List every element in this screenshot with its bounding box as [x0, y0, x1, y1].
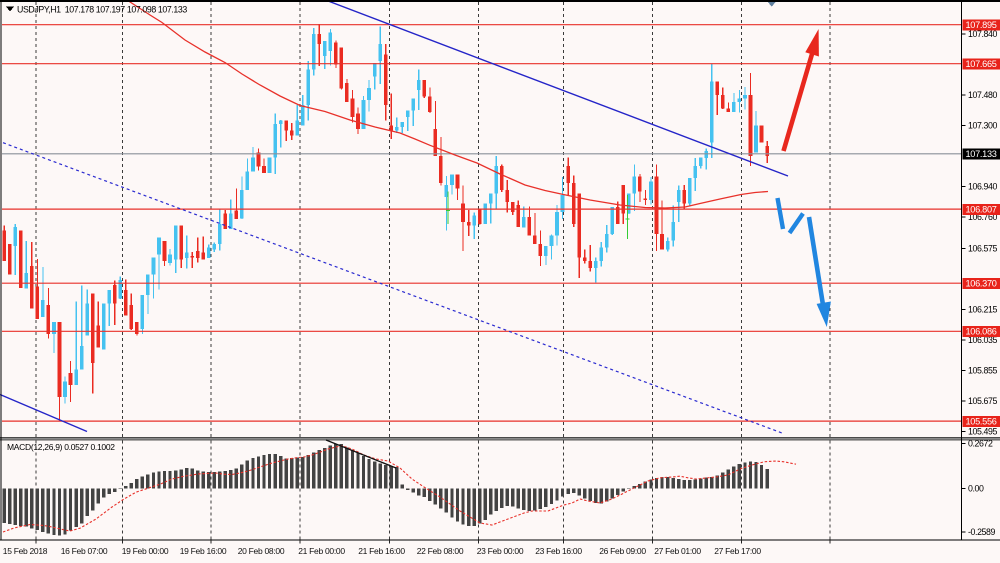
svg-text:105.556: 105.556: [966, 417, 997, 427]
svg-text:19 Feb 16:00: 19 Feb 16:00: [180, 546, 227, 556]
svg-text:105.495: 105.495: [968, 427, 998, 437]
svg-text:22 Feb 08:00: 22 Feb 08:00: [417, 546, 464, 556]
svg-text:USDJPY,H1 107.178 107.197 107: USDJPY,H1 107.178 107.197 107.098 107.13…: [17, 5, 187, 15]
svg-text:0.00: 0.00: [968, 483, 984, 493]
svg-text:20 Feb 08:00: 20 Feb 08:00: [238, 546, 285, 556]
svg-text:106.215: 106.215: [968, 305, 998, 315]
svg-text:107.840: 107.840: [968, 29, 998, 39]
svg-text:MACD(12,26,9) 0.0527 0.1002: MACD(12,26,9) 0.0527 0.1002: [7, 442, 115, 452]
svg-text:21 Feb 00:00: 21 Feb 00:00: [298, 546, 345, 556]
svg-text:106.575: 106.575: [968, 244, 998, 254]
svg-text:27 Feb 17:00: 27 Feb 17:00: [714, 546, 761, 556]
svg-text:-0.2589: -0.2589: [968, 527, 996, 537]
svg-text:21 Feb 16:00: 21 Feb 16:00: [358, 546, 405, 556]
svg-text:105.855: 105.855: [968, 366, 998, 376]
svg-text:16 Feb 07:00: 16 Feb 07:00: [61, 546, 108, 556]
svg-text:106.940: 106.940: [968, 182, 998, 192]
svg-text:106.370: 106.370: [966, 279, 997, 289]
svg-text:0.2672: 0.2672: [968, 438, 993, 448]
svg-text:107.480: 107.480: [968, 90, 998, 100]
svg-text:23 Feb 00:00: 23 Feb 00:00: [477, 546, 524, 556]
svg-text:107.895: 107.895: [966, 20, 997, 30]
svg-text:26 Feb 09:00: 26 Feb 09:00: [599, 546, 646, 556]
svg-text:23 Feb 16:00: 23 Feb 16:00: [535, 546, 582, 556]
svg-text:15 Feb 2018: 15 Feb 2018: [3, 546, 48, 556]
svg-text:107.300: 107.300: [968, 121, 998, 131]
svg-text:27 Feb 01:00: 27 Feb 01:00: [654, 546, 701, 556]
svg-text:107.665: 107.665: [966, 59, 997, 69]
svg-text:106.086: 106.086: [966, 327, 997, 337]
svg-text:107.133: 107.133: [966, 149, 997, 159]
svg-text:105.675: 105.675: [968, 396, 998, 406]
svg-text:19 Feb 00:00: 19 Feb 00:00: [122, 546, 169, 556]
svg-text:106.807: 106.807: [966, 205, 997, 215]
